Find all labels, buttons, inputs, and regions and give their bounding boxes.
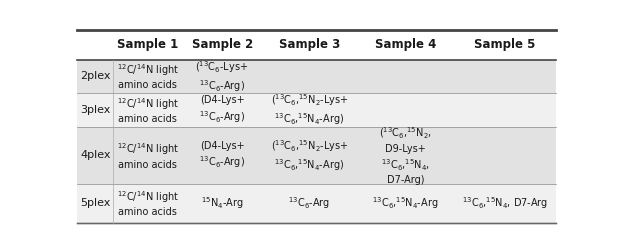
Text: ($^{13}$C$_6$,$^{15}$N$_2$-Lys+
$^{13}$C$_6$,$^{15}$N$_4$-Arg): ($^{13}$C$_6$,$^{15}$N$_2$-Lys+ $^{13}$C…	[271, 92, 349, 127]
Bar	[77, 127, 556, 184]
Text: 2plex: 2plex	[80, 71, 111, 81]
Text: ($^{13}$C$_6$-Lys+
$^{13}$C$_6$-Arg): ($^{13}$C$_6$-Lys+ $^{13}$C$_6$-Arg)	[195, 59, 249, 94]
Text: Sample 1: Sample 1	[117, 38, 179, 51]
Text: 4plex: 4plex	[80, 150, 111, 160]
Text: $^{12}$C/$^{14}$N light
amino acids: $^{12}$C/$^{14}$N light amino acids	[117, 189, 179, 217]
Text: ($^{13}$C$_6$,$^{15}$N$_2$,
D9-Lys+
$^{13}$C$_6$,$^{15}$N$_4$,
D7-Arg): ($^{13}$C$_6$,$^{15}$N$_2$, D9-Lys+ $^{1…	[379, 126, 432, 185]
Text: $^{13}$C$_6$,$^{15}$N$_4$-Arg: $^{13}$C$_6$,$^{15}$N$_4$-Arg	[372, 195, 439, 211]
Text: 3plex: 3plex	[80, 105, 111, 115]
Bar	[77, 30, 556, 60]
Text: $^{12}$C/$^{14}$N light
amino acids: $^{12}$C/$^{14}$N light amino acids	[117, 96, 179, 124]
Text: $^{13}$C$_6$,$^{15}$N$_4$, D7-Arg: $^{13}$C$_6$,$^{15}$N$_4$, D7-Arg	[462, 195, 548, 211]
Text: $^{12}$C/$^{14}$N light
amino acids: $^{12}$C/$^{14}$N light amino acids	[117, 62, 179, 90]
Bar	[77, 93, 556, 127]
Text: Sample 2: Sample 2	[192, 38, 253, 51]
Text: Sample 5: Sample 5	[474, 38, 535, 51]
Text: $^{15}$N$_4$-Arg: $^{15}$N$_4$-Arg	[201, 195, 243, 211]
Text: (D4-Lys+
$^{13}$C$_6$-Arg): (D4-Lys+ $^{13}$C$_6$-Arg)	[199, 141, 245, 170]
Bar	[77, 60, 556, 93]
Text: Sample 3: Sample 3	[279, 38, 340, 51]
Text: Sample 4: Sample 4	[375, 38, 436, 51]
Text: 5plex: 5plex	[80, 198, 111, 208]
Text: $^{12}$C/$^{14}$N light
amino acids: $^{12}$C/$^{14}$N light amino acids	[117, 141, 179, 170]
Text: (D4-Lys+
$^{13}$C$_6$-Arg): (D4-Lys+ $^{13}$C$_6$-Arg)	[199, 95, 245, 124]
Bar	[77, 184, 556, 223]
Text: $^{13}$C$_6$-Arg: $^{13}$C$_6$-Arg	[289, 195, 331, 211]
Text: ($^{13}$C$_6$,$^{15}$N$_2$-Lys+
$^{13}$C$_6$,$^{15}$N$_4$-Arg): ($^{13}$C$_6$,$^{15}$N$_2$-Lys+ $^{13}$C…	[271, 138, 349, 173]
